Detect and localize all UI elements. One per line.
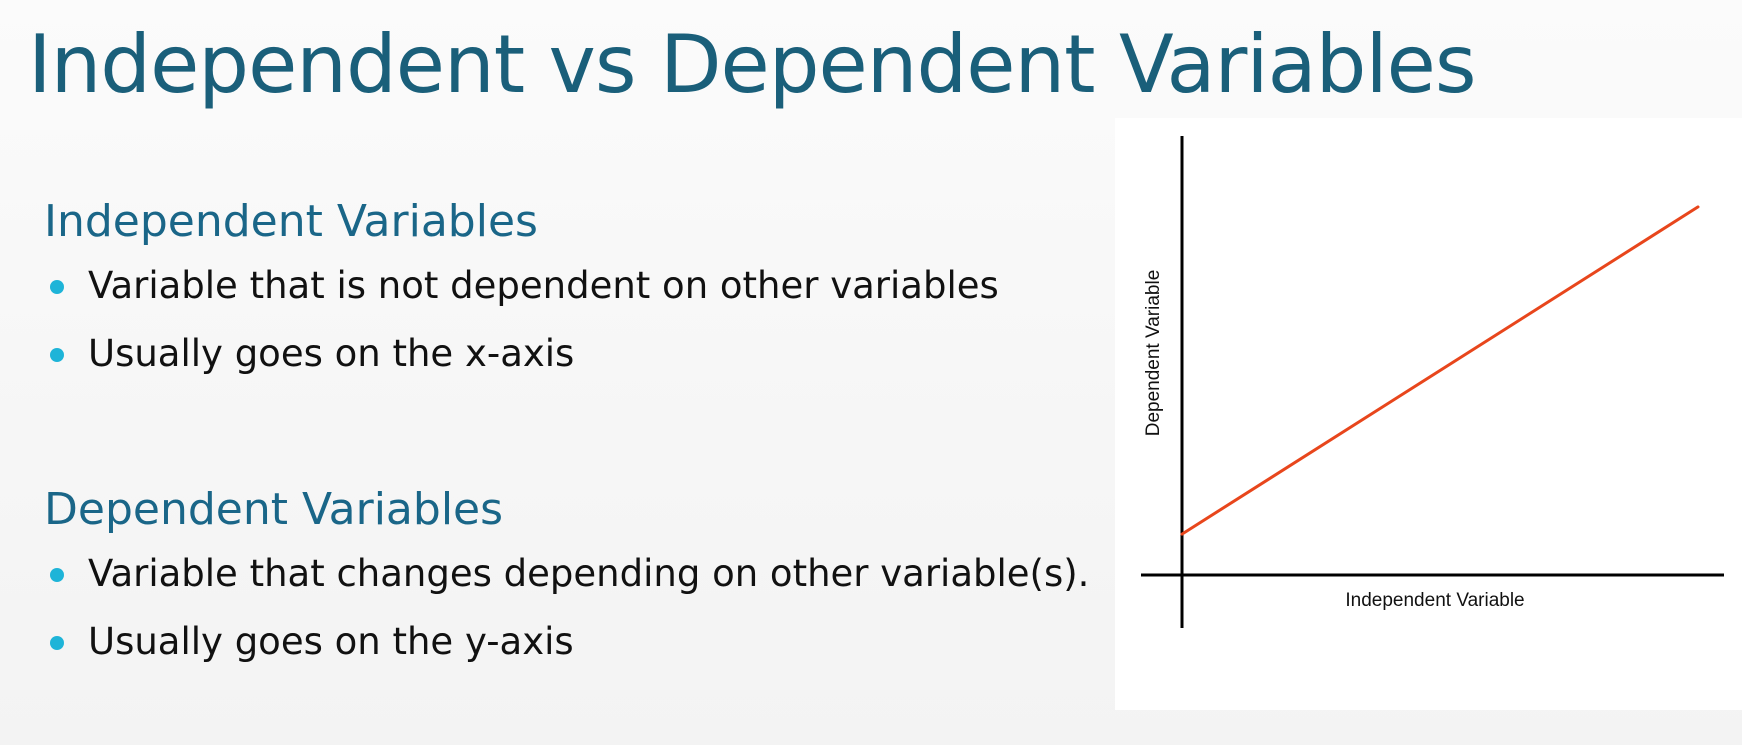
bullet-item: Variable that changes depending on other… bbox=[44, 540, 1089, 608]
slide-title: Independent vs Dependent Variables bbox=[28, 18, 1477, 111]
bullet-dot-icon bbox=[50, 568, 64, 582]
data-series-line bbox=[1180, 205, 1700, 536]
y-axis-label: Dependent Variable bbox=[1143, 270, 1164, 437]
x-axis-label: Independent Variable bbox=[1345, 590, 1524, 611]
bullet-text: Variable that is not dependent on other … bbox=[88, 264, 999, 307]
section-heading: Independent Variables bbox=[44, 196, 538, 247]
line-chart: Independent Variable Dependent Variable bbox=[1115, 118, 1742, 710]
bullet-text: Usually goes on the y-axis bbox=[88, 620, 574, 663]
bullet-dot-icon bbox=[50, 636, 64, 650]
bullet-text: Variable that changes depending on other… bbox=[88, 552, 1090, 595]
bullet-text: Usually goes on the x-axis bbox=[88, 332, 575, 375]
bullet-dot-icon bbox=[50, 348, 64, 362]
bullet-list: Variable that is not dependent on other … bbox=[44, 252, 999, 388]
bullet-dot-icon bbox=[50, 280, 64, 294]
bullet-item: Variable that is not dependent on other … bbox=[44, 252, 999, 320]
section-dependent-variables: Dependent Variables Variable that change… bbox=[44, 480, 1089, 676]
chart-svg: Independent Variable Dependent Variable bbox=[1141, 136, 1724, 628]
section-heading: Dependent Variables bbox=[44, 484, 504, 535]
bullet-item: Usually goes on the y-axis bbox=[44, 608, 1089, 676]
bullet-list: Variable that changes depending on other… bbox=[44, 540, 1089, 676]
bullet-item: Usually goes on the x-axis bbox=[44, 320, 999, 388]
section-independent-variables: Independent Variables Variable that is n… bbox=[44, 192, 999, 388]
